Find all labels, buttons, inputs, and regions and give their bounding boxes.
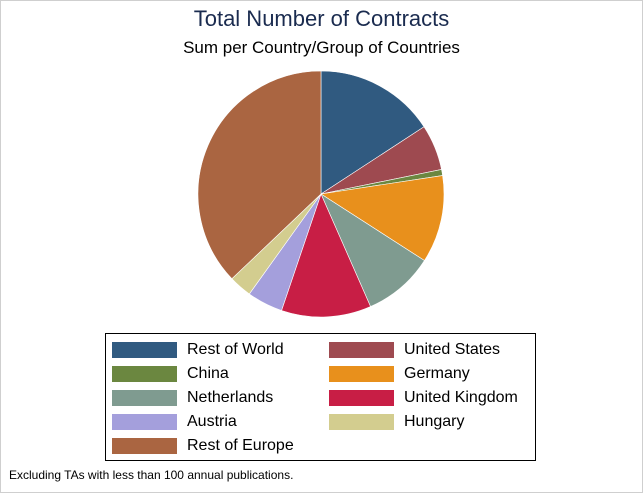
legend-swatch xyxy=(329,390,394,406)
pie-slice-united-kingdom xyxy=(281,193,371,318)
legend-label: Rest of Europe xyxy=(187,437,294,454)
legend-item-united-kingdom: United Kingdom xyxy=(329,388,518,408)
legend-swatch xyxy=(329,342,394,358)
legend-item-china: China xyxy=(112,364,229,384)
chart-subtitle: Sum per Country/Group of Countries xyxy=(183,38,460,57)
legend-label: United Kingdom xyxy=(404,389,518,406)
legend-label: China xyxy=(187,365,229,382)
legend-swatch xyxy=(329,414,394,430)
legend-label: Rest of World xyxy=(187,341,284,358)
legend-label: Austria xyxy=(187,413,237,430)
legend-label: Germany xyxy=(404,365,470,382)
pie-slice-rest-of-world xyxy=(320,70,425,195)
legend-item-austria: Austria xyxy=(112,412,237,432)
legend-swatch xyxy=(112,390,177,406)
legend-item-germany: Germany xyxy=(329,364,470,384)
legend-item-hungary: Hungary xyxy=(329,412,464,432)
pie-slice-rest-of-europe xyxy=(197,70,322,280)
legend-swatch xyxy=(112,366,177,382)
legend-label: Netherlands xyxy=(187,389,274,406)
legend-swatch xyxy=(112,438,177,454)
chart-note: Excluding TAs with less than 100 annual … xyxy=(9,468,294,482)
legend-label: Hungary xyxy=(404,413,465,430)
legend-swatch xyxy=(112,414,177,430)
legend-item-united-states: United States xyxy=(329,340,500,360)
chart-legend: Rest of World United States China Germany Ne… xyxy=(105,333,536,461)
legend-swatch xyxy=(329,366,394,382)
legend-label: United States xyxy=(404,341,501,358)
pie-slice-germany xyxy=(320,175,445,261)
legend-item-netherlands: Netherlands xyxy=(112,388,273,408)
legend-item-rest-of-world: Rest of World xyxy=(112,340,284,360)
legend-swatch xyxy=(112,342,177,358)
legend-item-rest-of-europe: Rest of Europe xyxy=(112,436,294,456)
chart-title: Total Number of Contracts xyxy=(193,6,450,31)
